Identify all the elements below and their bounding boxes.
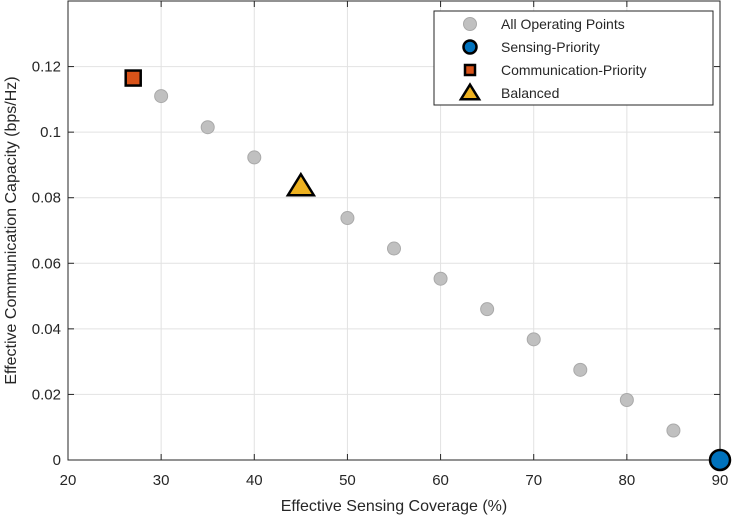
x-tick-label: 80 (619, 472, 636, 489)
x-axis-label: Effective Sensing Coverage (%) (281, 498, 507, 515)
legend-sensing-priority-label: Sensing-Priority (501, 39, 600, 55)
legend-all-operating-points-label: All Operating Points (501, 16, 625, 32)
all-operating-points-marker (387, 241, 401, 256)
plot-frame (67, 0, 721, 461)
x-tick-label: 50 (339, 472, 356, 489)
communication-priority-marker (124, 69, 142, 87)
x-tick-label: 90 (712, 472, 729, 489)
x-tick-label: 40 (246, 472, 263, 489)
all-operating-points-marker (247, 150, 262, 165)
all-operating-points-marker (154, 89, 169, 104)
y-axis-label: Effective Communication Capacity (bps/Hz… (3, 76, 20, 384)
sensing-priority-marker (708, 448, 732, 472)
y-tick-label: 0.12 (32, 59, 61, 76)
y-tick-label: 0.04 (32, 321, 61, 338)
y-tick-label: 0.02 (32, 386, 61, 403)
legend-balanced-label: Balanced (501, 85, 559, 101)
legend-sensing-priority-marker (462, 39, 478, 55)
y-tick-label: 0.1 (40, 124, 61, 141)
all-operating-points-marker (433, 271, 448, 286)
all-operating-points-marker (200, 120, 215, 135)
legend-communication-priority-label: Communication-Priority (501, 62, 646, 78)
legend: All Operating Points Sensing-Priority Comm… (433, 10, 714, 106)
all-operating-points-marker (666, 423, 681, 438)
legend-box (433, 10, 714, 106)
all-operating-points-marker (526, 332, 541, 347)
all-operating-points-marker (573, 362, 588, 377)
all-operating-points-marker (619, 393, 634, 408)
y-tick-label: 0.08 (32, 190, 61, 207)
all-operating-points-marker (340, 211, 355, 226)
legend-all-operating-points-marker (463, 17, 477, 31)
tick-layer: 20 30 40 50 60 70 80 90 0 0.02 0.04 0.06 0.08 0.1 0.12 (32, 1, 729, 489)
x-tick-label: 70 (525, 472, 542, 489)
x-tick-label: 30 (153, 472, 170, 489)
x-tick-label: 60 (432, 472, 449, 489)
marker-layer (124, 69, 732, 472)
legend-communication-priority-marker (463, 63, 477, 77)
x-tick-label: 20 (60, 472, 77, 489)
y-tick-label: 0 (53, 452, 61, 469)
balanced-marker (285, 171, 317, 197)
all-operating-points-marker (480, 302, 495, 317)
y-tick-label: 0.06 (32, 255, 61, 272)
legend-balanced-marker (458, 82, 482, 101)
